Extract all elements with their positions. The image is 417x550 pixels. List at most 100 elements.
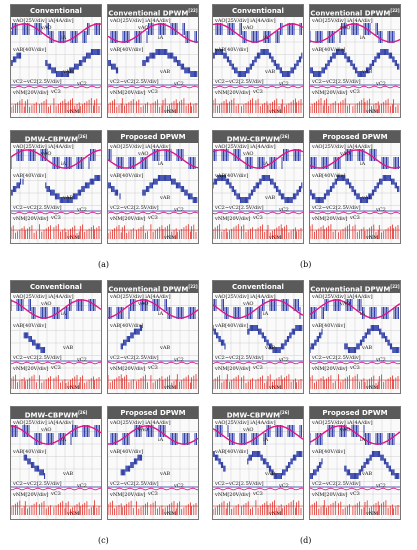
common-mode-voltage-trace — [108, 98, 197, 113]
scale-label: vAO[25V/div] iA[4A/div] — [312, 18, 373, 24]
vao-label: vAO — [243, 25, 254, 31]
oscilloscope-grid — [310, 293, 400, 393]
vab-label: vAB — [265, 345, 276, 351]
oscilloscope-screen: Conventional vAO[25V/div] iA[4A/div] vAO iA… — [212, 280, 304, 394]
phase-current-trace — [11, 149, 101, 169]
scope-title-text: Conventional DPWM — [108, 285, 189, 293]
vao-label: vAO — [340, 427, 351, 433]
vc3-label: vC3 — [350, 215, 360, 221]
phase-current-trace — [108, 149, 198, 169]
vao-label: vAO — [243, 151, 254, 157]
line-voltage-trace — [310, 175, 400, 203]
line-voltage-trace — [213, 325, 303, 353]
common-mode-voltage-trace — [213, 500, 302, 515]
vc2-label: vC2 — [77, 81, 87, 87]
scale-label: vC2~vC2[2.5V/div] — [110, 205, 159, 211]
reference-superscript: [26] — [280, 134, 290, 139]
vc3-label: vC3 — [350, 491, 360, 497]
common-mode-voltage-trace — [108, 224, 197, 239]
vc2-label: vC2 — [77, 207, 87, 213]
vc2-label: vC2 — [376, 483, 386, 489]
oscilloscope-grid — [310, 419, 400, 519]
scope-title: Proposed DPWM — [310, 131, 400, 143]
common-mode-voltage-trace — [11, 374, 100, 389]
line-voltage-trace — [108, 49, 198, 77]
reference-superscript: [26] — [280, 410, 290, 415]
scale-label: vAB[40V/div] — [13, 323, 47, 329]
ia-label: iA — [360, 311, 366, 317]
scale-label: vAO[25V/div] iA[4A/div] — [13, 144, 74, 150]
vc3-label: vC3 — [148, 215, 158, 221]
scope-title-text: Proposed DPWM — [120, 133, 186, 141]
scope-title: Conventional DPWM[22] — [108, 281, 198, 293]
vc2-label: vC2 — [279, 357, 289, 363]
line-voltage-trace — [11, 175, 101, 203]
scale-label: vC2~vC2[2.5V/div] — [13, 481, 62, 487]
phase-current-trace — [310, 299, 400, 319]
scale-label: vAO[25V/div] iA[4A/div] — [110, 18, 171, 24]
oscilloscope-grid — [11, 293, 101, 393]
vnm-label: vNM — [164, 385, 177, 391]
phase-current-trace — [108, 425, 198, 445]
oscilloscope-screen: Proposed DPWM vAO[25V/div] iA[4A/div] vAO i… — [107, 130, 199, 244]
scale-label: vC2~vC2[2.5V/div] — [110, 355, 159, 361]
reference-superscript: [26] — [78, 410, 88, 415]
scope-title: Conventional DPWM[22] — [310, 281, 400, 293]
capacitor-voltage-trace — [11, 85, 101, 89]
oscilloscope-grid — [213, 143, 303, 243]
ia-label: iA — [263, 311, 269, 317]
scale-label: vAB[40V/div] — [215, 323, 249, 329]
vc3-label: vC3 — [253, 365, 263, 371]
common-mode-voltage-trace — [310, 224, 399, 239]
scale-label: vC2~vC2[2.5V/div] — [13, 355, 62, 361]
scale-label: vC2~vC2[2.5V/div] — [110, 79, 159, 85]
scale-label: vC2~vC2[2.5V/div] — [110, 481, 159, 487]
capacitor-voltage-trace — [310, 211, 400, 215]
scale-label: vNM[20V/div] — [312, 366, 348, 372]
vnm-label: vNM — [269, 109, 282, 115]
scope-title-text: Conventional — [232, 7, 284, 15]
oscilloscope-screen: DMW-CBPWM[26] vAO[25V/div] iA[4A/div] vAO i… — [10, 406, 102, 520]
vc2-label: vC2 — [376, 357, 386, 363]
ia-label: iA — [263, 437, 269, 443]
oscilloscope-screen: Proposed DPWM vAO[25V/div] iA[4A/div] vAO i… — [309, 130, 401, 244]
scale-label: vAO[25V/div] iA[4A/div] — [110, 294, 171, 300]
vc2-label: vC2 — [174, 207, 184, 213]
scale-label: vC2~vC2[2.5V/div] — [215, 355, 264, 361]
oscilloscope-grid — [310, 143, 400, 243]
phase-current-trace — [108, 299, 198, 319]
scope-title: Conventional — [11, 281, 101, 293]
scale-label: vAB[40V/div] — [13, 449, 47, 455]
scale-label: vAB[40V/div] — [312, 323, 346, 329]
panel-caption: (b) — [300, 260, 312, 269]
scale-label: vNM[20V/div] — [13, 216, 49, 222]
scope-title: Conventional DPWM[22] — [310, 5, 400, 17]
vnm-label: vNM — [366, 511, 379, 517]
phase-voltage-trace — [310, 425, 395, 445]
scale-label: vNM[20V/div] — [312, 492, 348, 498]
phase-current-trace — [310, 149, 400, 169]
vnm-label: vNM — [269, 385, 282, 391]
scope-title-text: Proposed DPWM — [322, 409, 388, 417]
common-mode-voltage-trace — [310, 500, 399, 515]
oscilloscope-screen: Conventional vAO[25V/div] iA[4A/div] vAO iA… — [212, 4, 304, 118]
scope-title: Conventional — [11, 5, 101, 17]
line-voltage-trace — [23, 454, 46, 479]
scale-label: vAO[25V/div] iA[4A/div] — [215, 420, 276, 426]
vnm-label: vNM — [366, 385, 379, 391]
common-mode-voltage-trace — [108, 374, 197, 389]
vnm-label: vNM — [269, 511, 282, 517]
vab-label: vAB — [160, 69, 171, 75]
vab-label: vAB — [362, 345, 373, 351]
scale-label: vAB[40V/div] — [215, 47, 249, 53]
scale-label: vAO[25V/div] iA[4A/div] — [215, 18, 276, 24]
scale-label: vC2~vC2[2.5V/div] — [215, 79, 264, 85]
oscilloscope-screen: DMW-CBPWM[26] vAO[25V/div] iA[4A/div] vAO i… — [212, 406, 304, 520]
line-voltage-trace — [108, 175, 198, 203]
scope-title-text: DMW-CBPWM — [226, 135, 281, 143]
scope-title: Proposed DPWM — [310, 407, 400, 419]
vab-label: vAB — [160, 471, 171, 477]
vao-label: vAO — [41, 151, 52, 157]
vnm-label: vNM — [67, 109, 80, 115]
vc3-label: vC3 — [51, 365, 61, 371]
